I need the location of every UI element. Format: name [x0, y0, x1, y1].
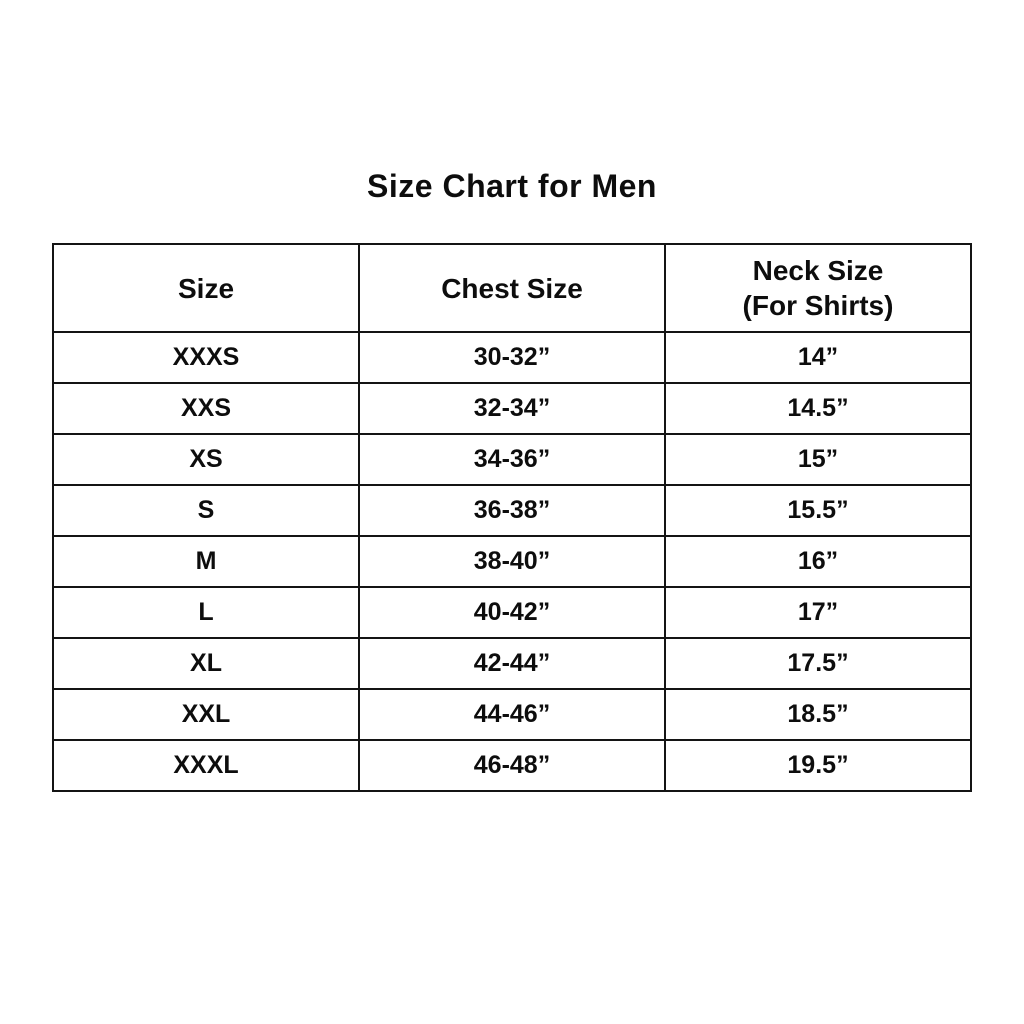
cell-size: XXL — [52, 688, 360, 741]
table-row: XXXS 30-32” 14” — [52, 331, 972, 384]
size-chart-table: Size Chest Size Neck Size (For Shirts) X… — [52, 243, 972, 792]
table-row: S 36-38” 15.5” — [52, 484, 972, 537]
cell-neck-size: 19.5” — [664, 739, 972, 792]
table-row: XL 42-44” 17.5” — [52, 637, 972, 690]
cell-chest-size: 42-44” — [358, 637, 666, 690]
cell-neck-size: 15” — [664, 433, 972, 486]
cell-chest-size: 36-38” — [358, 484, 666, 537]
cell-chest-size: 46-48” — [358, 739, 666, 792]
cell-neck-size: 17.5” — [664, 637, 972, 690]
cell-size: S — [52, 484, 360, 537]
table-row: XXS 32-34” 14.5” — [52, 382, 972, 435]
table-row: M 38-40” 16” — [52, 535, 972, 588]
cell-size: XXS — [52, 382, 360, 435]
cell-chest-size: 38-40” — [358, 535, 666, 588]
cell-chest-size: 30-32” — [358, 331, 666, 384]
cell-neck-size: 14.5” — [664, 382, 972, 435]
cell-size: XXXL — [52, 739, 360, 792]
column-header-neck-size-line1: Neck Size — [752, 255, 884, 286]
cell-neck-size: 17” — [664, 586, 972, 639]
column-header-neck-size-line2: (For Shirts) — [742, 290, 894, 321]
table-row: XXL 44-46” 18.5” — [52, 688, 972, 741]
cell-size: XL — [52, 637, 360, 690]
cell-chest-size: 34-36” — [358, 433, 666, 486]
cell-neck-size: 15.5” — [664, 484, 972, 537]
cell-chest-size: 40-42” — [358, 586, 666, 639]
cell-neck-size: 18.5” — [664, 688, 972, 741]
cell-neck-size: 14” — [664, 331, 972, 384]
table-row: L 40-42” 17” — [52, 586, 972, 639]
cell-neck-size: 16” — [664, 535, 972, 588]
cell-size: M — [52, 535, 360, 588]
table-header-row: Size Chest Size Neck Size (For Shirts) — [52, 243, 972, 333]
column-header-neck-size: Neck Size (For Shirts) — [664, 243, 972, 333]
column-header-chest-size: Chest Size — [358, 243, 666, 333]
cell-size: XXXS — [52, 331, 360, 384]
cell-chest-size: 44-46” — [358, 688, 666, 741]
cell-size: L — [52, 586, 360, 639]
table-header: Size Chest Size Neck Size (For Shirts) — [52, 243, 972, 333]
table-body: XXXS 30-32” 14” XXS 32-34” 14.5” XS 34-3… — [52, 331, 972, 792]
table-row: XS 34-36” 15” — [52, 433, 972, 486]
cell-size: XS — [52, 433, 360, 486]
table-row: XXXL 46-48” 19.5” — [52, 739, 972, 792]
column-header-size: Size — [52, 243, 360, 333]
cell-chest-size: 32-34” — [358, 382, 666, 435]
page-title: Size Chart for Men — [367, 168, 657, 204]
